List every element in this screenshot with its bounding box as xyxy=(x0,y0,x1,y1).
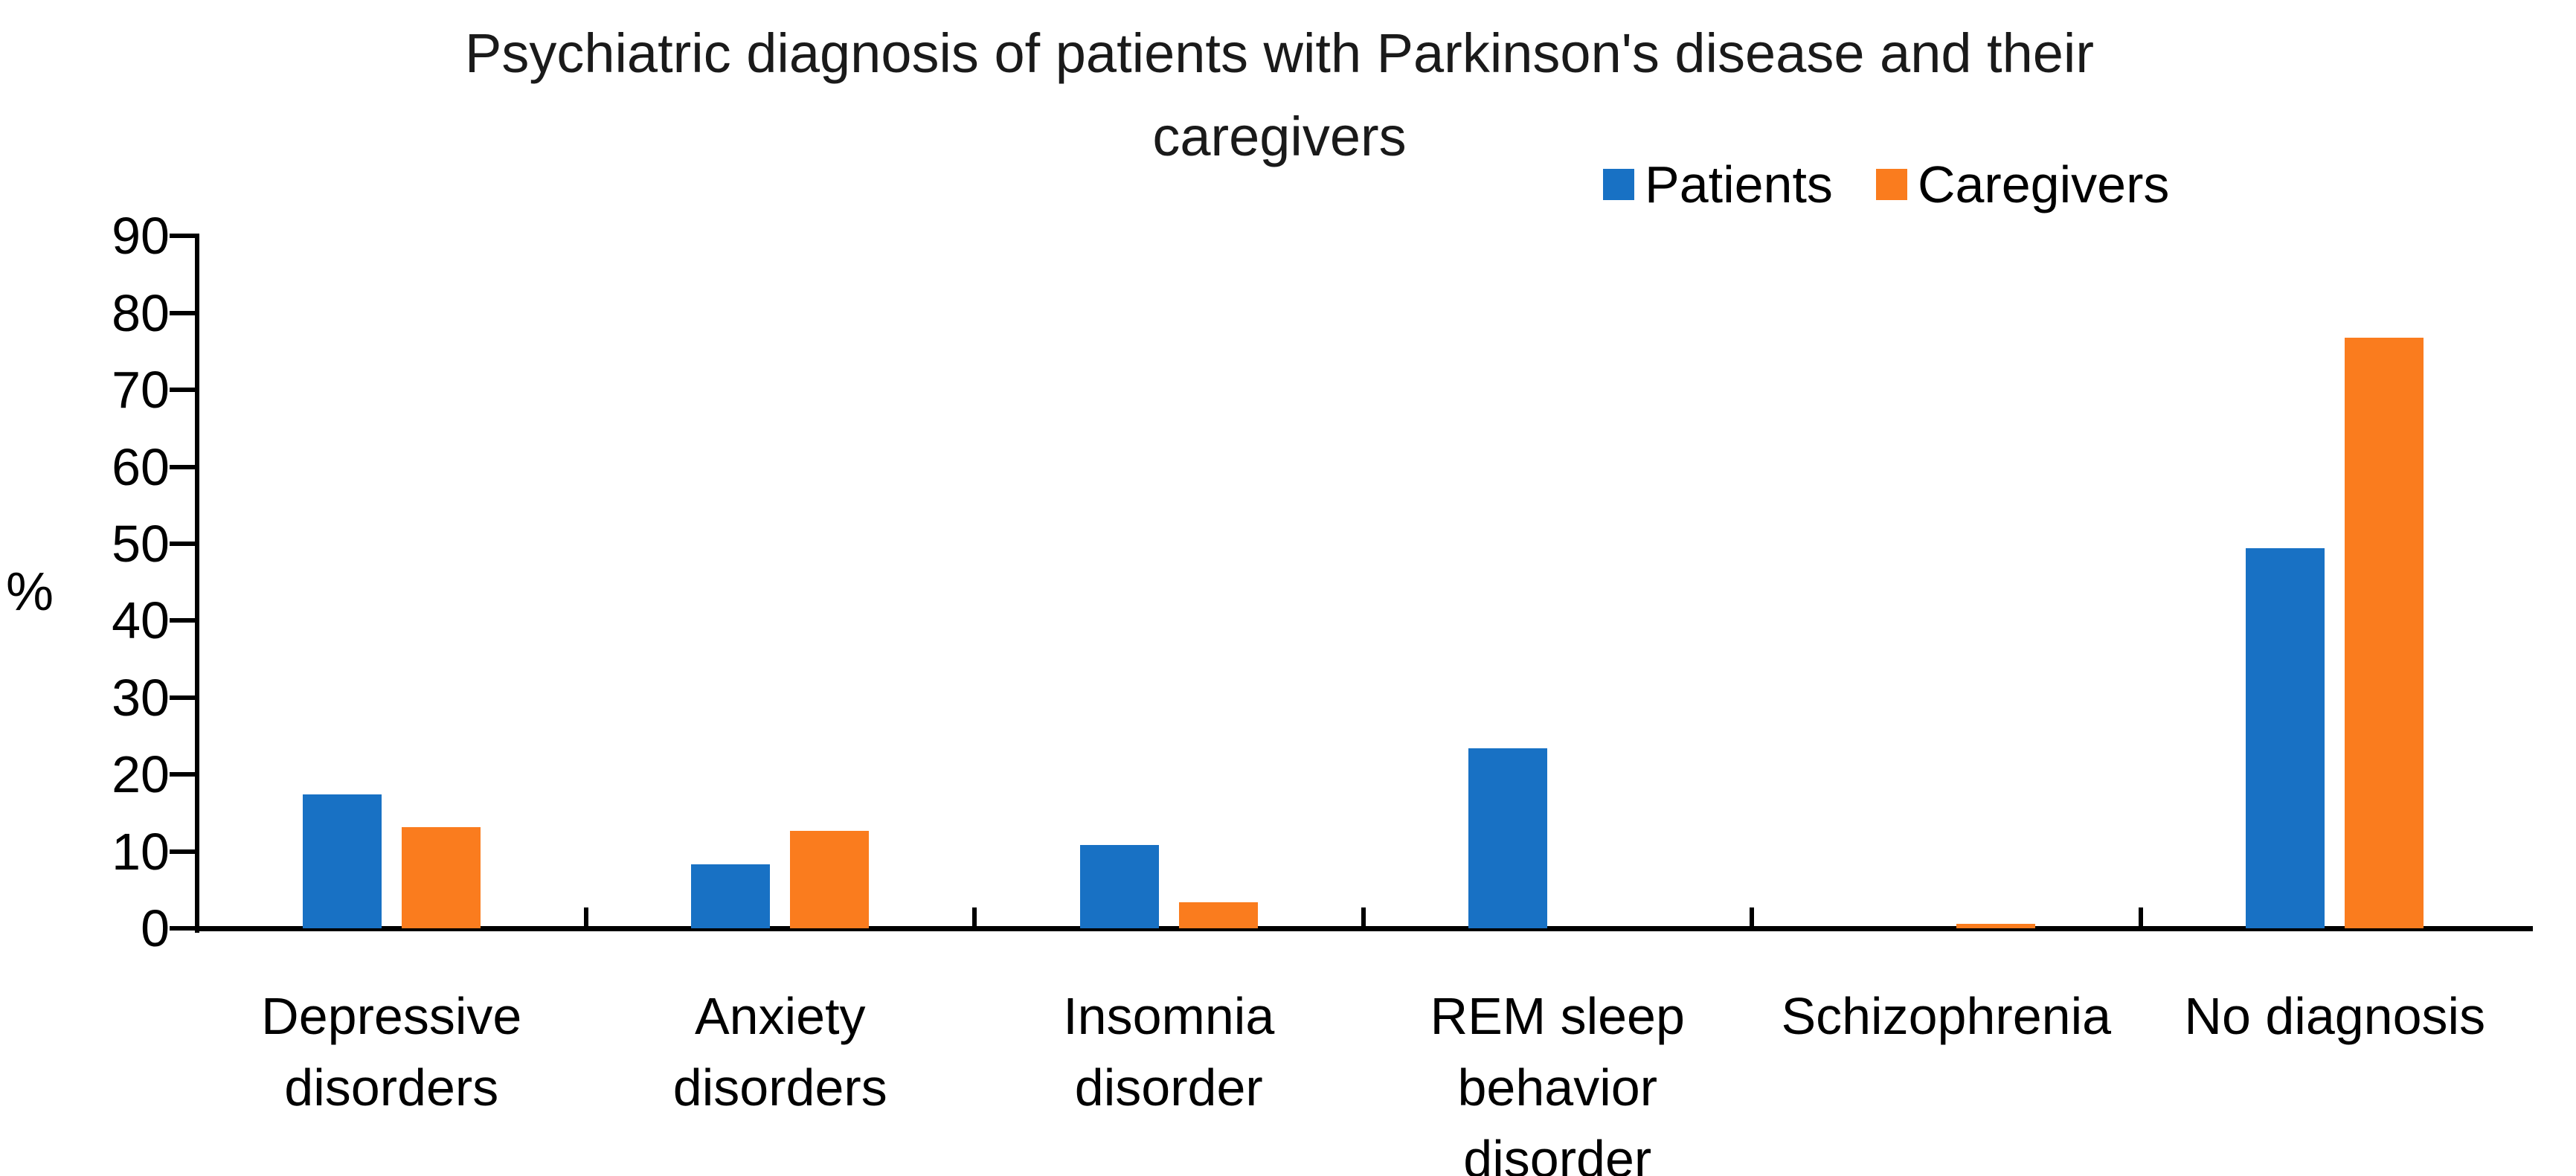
y-axis-line xyxy=(195,234,199,933)
legend-label-caregivers: Caregivers xyxy=(1917,155,2170,213)
y-axis-tick-label-50: 50 xyxy=(112,515,170,573)
y-axis-tick-50 xyxy=(170,542,197,546)
y-axis-tick-10 xyxy=(170,849,197,854)
chart-title: Psychiatric diagnosis of patients with P… xyxy=(0,12,2559,179)
bar-patients-1 xyxy=(302,794,382,928)
category-label-2: Anxiety disorders xyxy=(672,987,887,1116)
y-axis-tick-60 xyxy=(170,464,197,469)
bar-patients-4 xyxy=(1468,748,1548,928)
y-axis-tick-20 xyxy=(170,772,197,777)
category-label-3: Insomnia disorder xyxy=(1063,987,1275,1116)
y-axis-tick-40 xyxy=(170,618,197,623)
y-axis-tick-80 xyxy=(170,310,197,315)
category-label-6: No diagnosis xyxy=(2184,987,2486,1045)
patients-color-swatch xyxy=(1603,169,1634,200)
y-axis-tick-label-60: 60 xyxy=(112,437,170,496)
category-label-4: REM sleep behavior disorder xyxy=(1430,987,1685,1176)
y-axis-tick-90 xyxy=(170,234,197,239)
legend: Patients Caregivers xyxy=(1603,153,2169,216)
category-label-5: Schizophrenia xyxy=(1781,987,2112,1045)
bar-caregivers-1 xyxy=(401,826,481,928)
y-axis-label: % xyxy=(6,562,54,622)
y-axis-tick-label-80: 80 xyxy=(112,283,170,342)
bar-caregivers-2 xyxy=(790,830,870,928)
category-boundary-tick-5 xyxy=(2138,907,2143,928)
category-boundary-tick-2 xyxy=(972,907,977,928)
y-axis-tick-label-20: 20 xyxy=(112,745,170,804)
y-axis-tick-label-0: 0 xyxy=(141,899,170,957)
bar-patients-3 xyxy=(1079,845,1159,928)
y-axis-tick-label-70: 70 xyxy=(112,361,170,420)
bar-caregivers-3 xyxy=(1178,902,1258,928)
legend-label-patients: Patients xyxy=(1645,155,1833,213)
y-axis-tick-70 xyxy=(170,388,197,393)
legend-item-patients: Patients xyxy=(1603,153,1833,216)
bar-patients-2 xyxy=(691,864,771,928)
bar-caregivers-6 xyxy=(2345,337,2424,928)
y-axis-tick-label-40: 40 xyxy=(112,591,170,650)
bar-patients-6 xyxy=(2246,548,2325,928)
category-label-1: Depressive disorders xyxy=(261,987,522,1116)
caregivers-color-swatch xyxy=(1875,169,1907,200)
category-boundary-tick-3 xyxy=(1361,907,1366,928)
x-axis-line xyxy=(195,926,2533,931)
category-boundary-tick-1 xyxy=(583,907,588,928)
category-boundary-tick-4 xyxy=(1750,907,1754,928)
legend-item-caregivers: Caregivers xyxy=(1875,153,2170,216)
y-axis-tick-label-10: 10 xyxy=(112,822,170,881)
bar-caregivers-5 xyxy=(1956,923,2035,928)
chart-title-line-2: caregivers xyxy=(1152,106,1407,167)
y-axis-tick-label-90: 90 xyxy=(112,207,170,266)
y-axis-tick-0 xyxy=(170,926,197,931)
y-axis-tick-30 xyxy=(170,695,197,700)
y-axis-tick-label-30: 30 xyxy=(112,668,170,727)
chart-title-line-1: Psychiatric diagnosis of patients with P… xyxy=(464,22,2095,84)
